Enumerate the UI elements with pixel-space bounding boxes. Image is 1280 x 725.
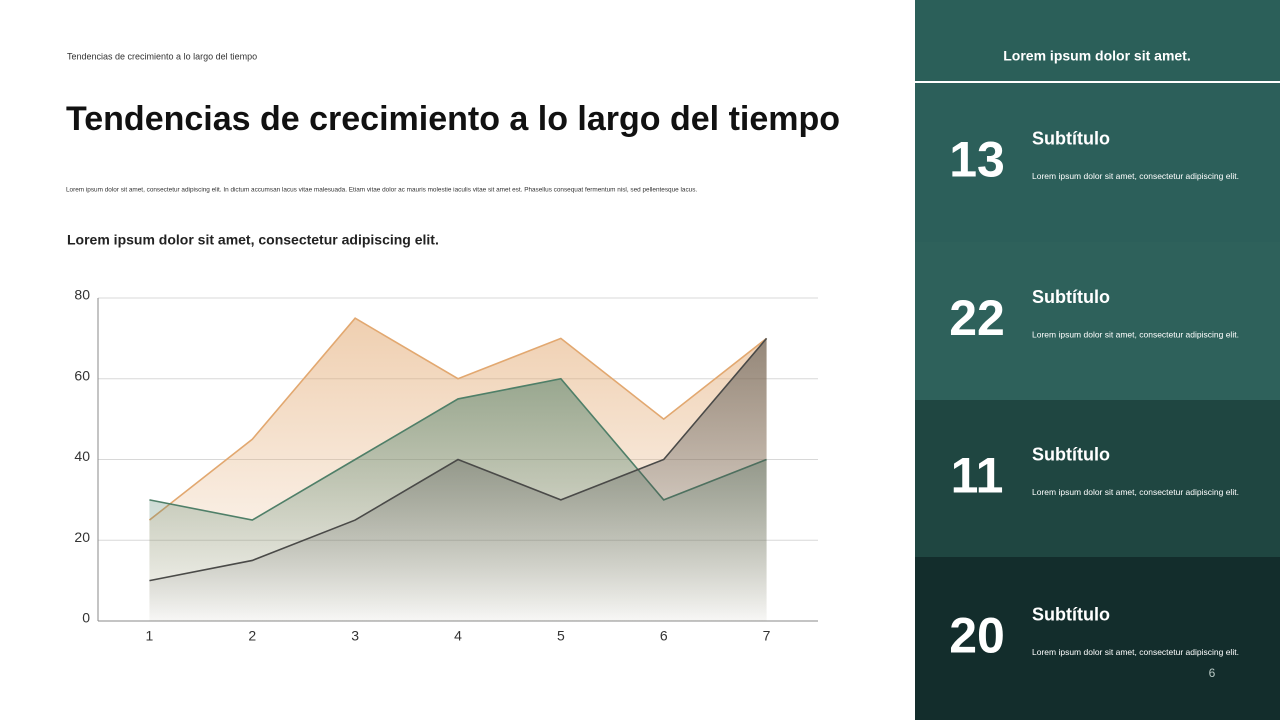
kicker: Tendencias de crecimiento a lo largo del…: [67, 51, 257, 61]
y-tick-label: 20: [74, 529, 90, 545]
stat-title: Subtítulo: [1032, 604, 1110, 624]
y-tick-label: 40: [74, 448, 90, 464]
x-tick-label: 4: [454, 628, 462, 644]
line: [149, 337, 768, 582]
divider: [915, 81, 1280, 83]
paragraph: Lorem ipsum dolor sit amet, consectetur …: [66, 187, 697, 194]
stat-number: 11: [951, 448, 1004, 504]
panel-header: [915, 0, 1280, 81]
title: Tendencias de crecimiento a lo largo del…: [66, 100, 840, 138]
stat-text: Lorem ipsum dolor sit amet, consectetur …: [1032, 647, 1239, 657]
x-tick-label: 2: [248, 628, 256, 644]
stat-number: 13: [949, 132, 1005, 188]
x-tick-label: 1: [146, 628, 154, 644]
panel-block: [915, 400, 1280, 557]
panel-block: [915, 83, 1280, 242]
line: [148, 317, 768, 521]
stat-title: Subtítulo: [1032, 287, 1110, 307]
stat-text: Lorem ipsum dolor sit amet, consectetur …: [1032, 329, 1239, 339]
stat-title: Subtítulo: [1032, 444, 1110, 464]
stat-text: Lorem ipsum dolor sit amet, consectetur …: [1032, 171, 1239, 181]
chart-title: Lorem ipsum dolor sit amet, consectetur …: [67, 232, 439, 248]
panel-block: [915, 557, 1280, 720]
panel-block: [915, 242, 1280, 400]
area: [149, 338, 767, 621]
x-tick-label: 5: [557, 628, 565, 644]
panel-heading: Lorem ipsum dolor sit amet.: [1003, 48, 1190, 64]
stat-number: 20: [949, 608, 1005, 664]
stat-number: 22: [949, 290, 1005, 346]
stat-title: Subtítulo: [1032, 128, 1110, 148]
chart: 0 20 40 60 80 1 2 3 4 5 6 7: [74, 287, 818, 644]
y-tick-label: 60: [74, 367, 90, 383]
page-number: 6: [1209, 666, 1216, 680]
panel-items: 13 Subtítulo Lorem ipsum dolor sit amet, c…: [915, 83, 1280, 720]
y-tick-label: 80: [74, 287, 90, 303]
x-tick-label: 6: [660, 628, 668, 644]
y-tick-label: 0: [82, 610, 90, 626]
x-tick-label: 3: [351, 628, 359, 644]
x-tick-label: 7: [763, 628, 771, 644]
stat-text: Lorem ipsum dolor sit amet, consectetur …: [1032, 487, 1239, 497]
